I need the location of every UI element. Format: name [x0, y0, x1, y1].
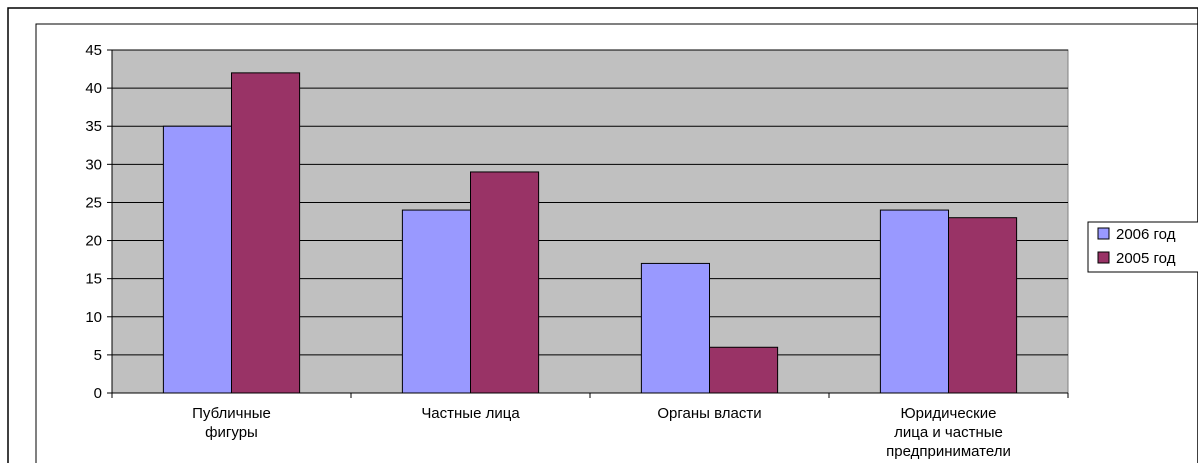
legend: 2006 год 2005 год	[1087, 221, 1198, 273]
bar-series-2-cat-3	[709, 346, 779, 394]
y-tick-labels: 0 5 10 15 20 25 30 35 40 45	[85, 42, 102, 402]
x-category-label: Частные лица	[421, 405, 520, 422]
bar-series-1-cat-2	[401, 209, 472, 394]
x-category-label: фигуры	[205, 424, 258, 441]
bar-series-1-cat-1	[162, 125, 232, 394]
bar-series-1-cat-4	[879, 209, 950, 394]
bar-series-2-cat-2	[470, 171, 540, 394]
bars	[162, 72, 1018, 394]
chart-area-frame	[35, 23, 1198, 463]
x-category-label: Юридические	[901, 405, 997, 422]
y-tick-label: 0	[94, 385, 102, 402]
y-tick-label: 45	[85, 42, 102, 59]
y-tick-label: 25	[85, 194, 102, 211]
x-category-label: предприниматели	[886, 443, 1011, 460]
x-category-label: Органы власти	[657, 405, 761, 422]
bar-series-2-cat-1	[231, 72, 301, 394]
y-tick-label: 20	[85, 233, 102, 250]
bar-series-2-cat-4	[948, 217, 1018, 394]
y-tick-label: 35	[85, 118, 102, 135]
bar-series-1-cat-3	[640, 262, 711, 394]
x-category-labels: Публичные фигуры Частные лица Органы власти…	[192, 405, 1011, 460]
x-category-label: Публичные	[192, 405, 271, 422]
y-tick-label: 10	[85, 309, 102, 326]
y-tick-label: 15	[85, 271, 102, 288]
y-tick-label: 40	[85, 80, 102, 97]
y-tick-label: 5	[94, 347, 102, 364]
x-category-label: лица и частные	[894, 424, 1003, 441]
legend-swatch	[1097, 227, 1110, 240]
legend-swatch	[1097, 251, 1110, 264]
y-tick-label: 30	[85, 156, 102, 173]
legend-label: 2005 год	[1116, 250, 1176, 267]
axes	[107, 49, 1069, 398]
legend-label: 2006 год	[1116, 226, 1176, 243]
